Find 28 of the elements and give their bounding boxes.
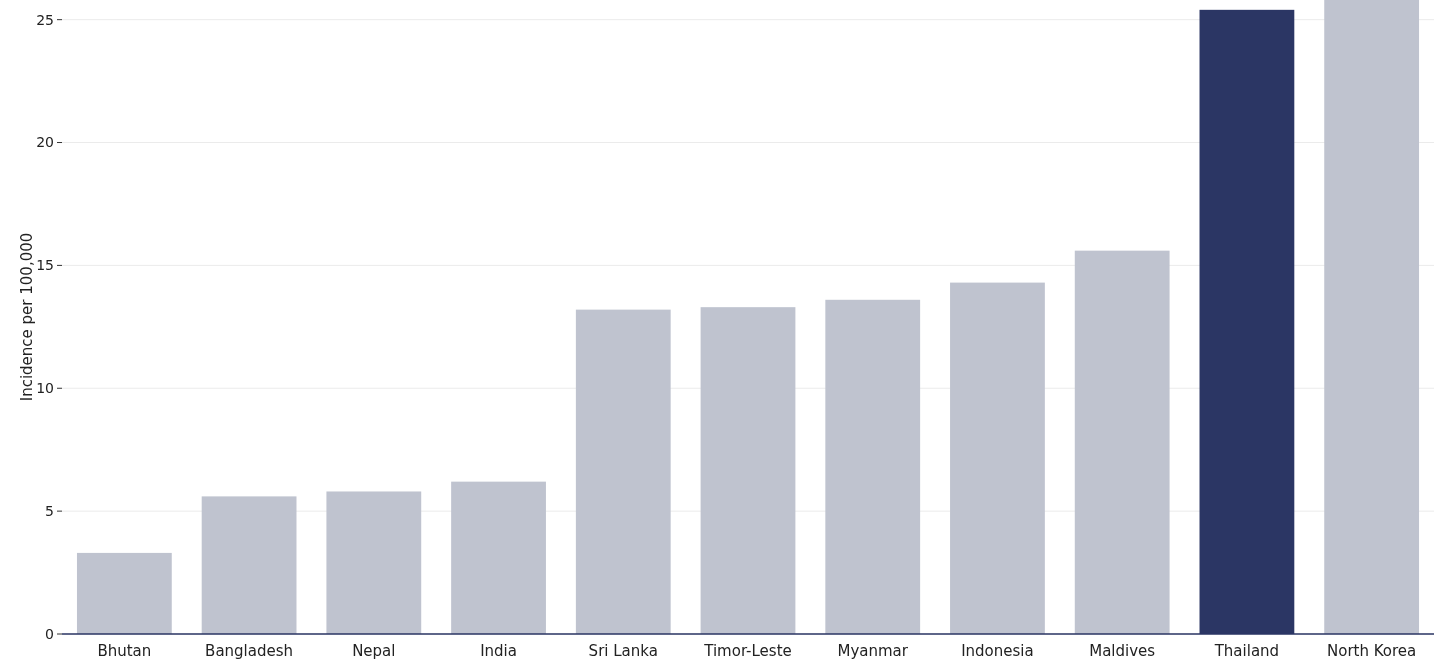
bar	[1074, 250, 1170, 634]
y-tick-label: 20	[36, 134, 54, 151]
bar	[575, 309, 671, 634]
y-tick-label: 10	[36, 380, 54, 397]
bar	[201, 496, 297, 634]
bar	[1324, 0, 1420, 634]
x-tick-label: Thailand	[1213, 642, 1280, 659]
bar	[700, 307, 796, 634]
x-tick-label: Timor-Leste	[703, 642, 792, 659]
x-tick-label: Sri Lanka	[588, 642, 658, 659]
x-tick-label: Maldives	[1089, 642, 1156, 659]
y-tick-label: 25	[36, 11, 54, 28]
x-tick-label: Bhutan	[97, 642, 152, 659]
x-tick-label: Bangladesh	[205, 642, 294, 659]
bar	[825, 299, 921, 634]
x-tick-label: Nepal	[352, 642, 396, 659]
x-tick-label: Indonesia	[961, 642, 1034, 659]
y-tick-label: 15	[36, 257, 54, 274]
y-tick-label: 0	[45, 625, 54, 642]
bar	[76, 552, 172, 634]
x-tick-label: India	[480, 642, 517, 659]
bar	[451, 481, 546, 634]
y-tick-label: 5	[45, 503, 54, 520]
y-axis-title: Incidence per 100,000	[18, 232, 36, 402]
x-tick-label: Myanmar	[837, 642, 909, 659]
bar	[326, 491, 422, 634]
x-tick-label: North Korea	[1327, 642, 1417, 659]
bar	[950, 282, 1045, 634]
